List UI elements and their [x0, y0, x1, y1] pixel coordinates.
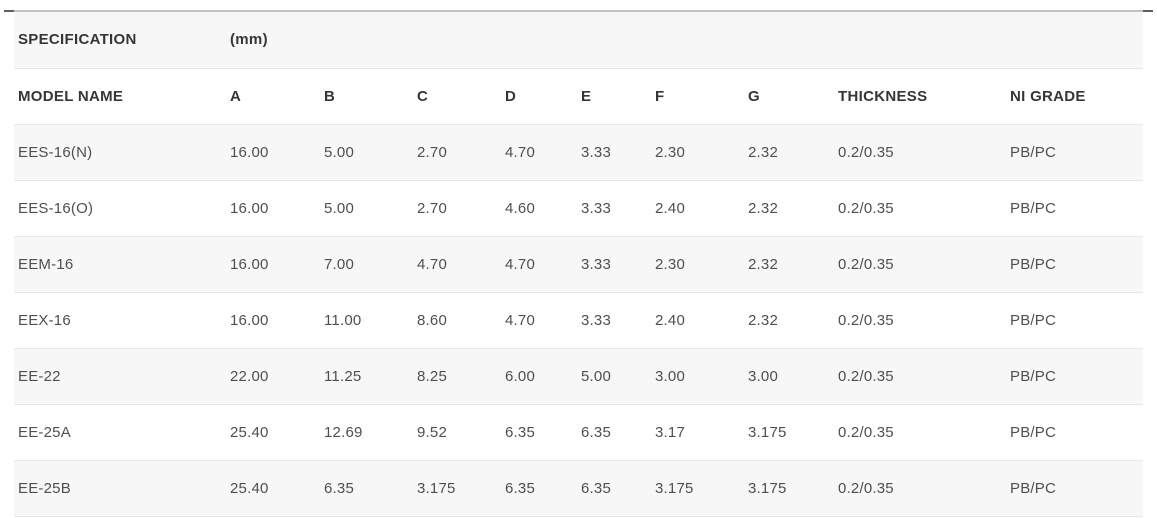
value-cell-thickness: 0.2/0.35 [834, 235, 1006, 292]
value-cell-ni-grade: PB/PC [1006, 179, 1143, 236]
value-cell-a: 16.00 [226, 123, 320, 180]
table-body: EES-16(N) 16.00 5.00 2.70 4.70 3.33 2.30… [14, 123, 1143, 517]
value-cell-e: 3.33 [577, 235, 651, 292]
column-header-g: G [744, 67, 834, 124]
value-cell-ni-grade: PB/PC [1006, 459, 1143, 517]
model-name-cell: EE-25B [14, 459, 226, 517]
value-cell-f: 2.40 [651, 291, 744, 348]
table-row: EES-16(O) 16.00 5.00 2.70 4.60 3.33 2.40… [14, 179, 1143, 236]
value-cell-g: 2.32 [744, 179, 834, 236]
value-cell-c: 2.70 [413, 179, 501, 236]
value-cell-ni-grade: PB/PC [1006, 235, 1143, 292]
value-cell-c: 2.70 [413, 123, 501, 180]
value-cell-ni-grade: PB/PC [1006, 403, 1143, 460]
column-header-row: MODEL NAME A B C D E F G THICKNESS NI GR… [14, 67, 1143, 124]
value-cell-a: 25.40 [226, 403, 320, 460]
value-cell-d: 6.35 [501, 403, 577, 460]
table-row: EE-22 22.00 11.25 8.25 6.00 5.00 3.00 3.… [14, 347, 1143, 404]
value-cell-c: 4.70 [413, 235, 501, 292]
spec-unit-label: (mm) [230, 31, 268, 49]
column-header-thickness: THICKNESS [834, 67, 1006, 124]
value-cell-f: 3.17 [651, 403, 744, 460]
value-cell-d: 6.00 [501, 347, 577, 404]
table-top-border [4, 10, 1153, 12]
model-name-cell: EES-16(N) [14, 123, 226, 180]
column-header-model-name: MODEL NAME [14, 67, 226, 124]
table-row: EEX-16 16.00 11.00 8.60 4.70 3.33 2.40 2… [14, 291, 1143, 348]
value-cell-f: 3.00 [651, 347, 744, 404]
specification-table: SPECIFICATION (mm) MODEL NAME A B C D E … [14, 12, 1143, 517]
value-cell-b: 7.00 [320, 235, 413, 292]
value-cell-b: 5.00 [320, 179, 413, 236]
value-cell-ni-grade: PB/PC [1006, 347, 1143, 404]
model-name-cell: EES-16(O) [14, 179, 226, 236]
table-row: EE-25A 25.40 12.69 9.52 6.35 6.35 3.17 3… [14, 403, 1143, 460]
value-cell-e: 3.33 [577, 179, 651, 236]
value-cell-c: 3.175 [413, 459, 501, 517]
value-cell-ni-grade: PB/PC [1006, 123, 1143, 180]
value-cell-g: 2.32 [744, 123, 834, 180]
value-cell-a: 22.00 [226, 347, 320, 404]
value-cell-e: 6.35 [577, 403, 651, 460]
column-header-e: E [577, 67, 651, 124]
value-cell-thickness: 0.2/0.35 [834, 459, 1006, 517]
value-cell-ni-grade: PB/PC [1006, 291, 1143, 348]
value-cell-e: 6.35 [577, 459, 651, 517]
value-cell-b: 11.00 [320, 291, 413, 348]
value-cell-thickness: 0.2/0.35 [834, 291, 1006, 348]
value-cell-f: 2.40 [651, 179, 744, 236]
value-cell-e: 5.00 [577, 347, 651, 404]
value-cell-b: 6.35 [320, 459, 413, 517]
table-row: EE-25B 25.40 6.35 3.175 6.35 6.35 3.175 … [14, 459, 1143, 517]
value-cell-c: 8.25 [413, 347, 501, 404]
value-cell-f: 2.30 [651, 235, 744, 292]
column-header-f: F [651, 67, 744, 124]
value-cell-b: 12.69 [320, 403, 413, 460]
column-header-a: A [226, 67, 320, 124]
value-cell-a: 16.00 [226, 291, 320, 348]
value-cell-d: 4.70 [501, 291, 577, 348]
value-cell-thickness: 0.2/0.35 [834, 347, 1006, 404]
value-cell-g: 3.175 [744, 459, 834, 517]
value-cell-e: 3.33 [577, 291, 651, 348]
table-row: EES-16(N) 16.00 5.00 2.70 4.70 3.33 2.30… [14, 123, 1143, 180]
spec-header-row: SPECIFICATION (mm) [14, 12, 1143, 68]
value-cell-thickness: 0.2/0.35 [834, 123, 1006, 180]
value-cell-c: 9.52 [413, 403, 501, 460]
value-cell-g: 2.32 [744, 235, 834, 292]
value-cell-b: 11.25 [320, 347, 413, 404]
value-cell-f: 3.175 [651, 459, 744, 517]
value-cell-g: 3.00 [744, 347, 834, 404]
model-name-cell: EE-22 [14, 347, 226, 404]
value-cell-g: 3.175 [744, 403, 834, 460]
column-header-d: D [501, 67, 577, 124]
value-cell-g: 2.32 [744, 291, 834, 348]
value-cell-b: 5.00 [320, 123, 413, 180]
column-header-b: B [320, 67, 413, 124]
value-cell-a: 16.00 [226, 235, 320, 292]
column-header-ni-grade: NI GRADE [1006, 67, 1143, 124]
value-cell-d: 6.35 [501, 459, 577, 517]
value-cell-d: 4.70 [501, 235, 577, 292]
table-row: EEM-16 16.00 7.00 4.70 4.70 3.33 2.30 2.… [14, 235, 1143, 292]
value-cell-a: 16.00 [226, 179, 320, 236]
value-cell-a: 25.40 [226, 459, 320, 517]
model-name-cell: EE-25A [14, 403, 226, 460]
table-head: SPECIFICATION (mm) MODEL NAME A B C D E … [14, 12, 1143, 124]
value-cell-f: 2.30 [651, 123, 744, 180]
model-name-cell: EEM-16 [14, 235, 226, 292]
value-cell-e: 3.33 [577, 123, 651, 180]
value-cell-thickness: 0.2/0.35 [834, 403, 1006, 460]
column-header-c: C [413, 67, 501, 124]
spec-label: SPECIFICATION [18, 31, 137, 49]
value-cell-c: 8.60 [413, 291, 501, 348]
model-name-cell: EEX-16 [14, 291, 226, 348]
value-cell-thickness: 0.2/0.35 [834, 179, 1006, 236]
value-cell-d: 4.70 [501, 123, 577, 180]
value-cell-d: 4.60 [501, 179, 577, 236]
